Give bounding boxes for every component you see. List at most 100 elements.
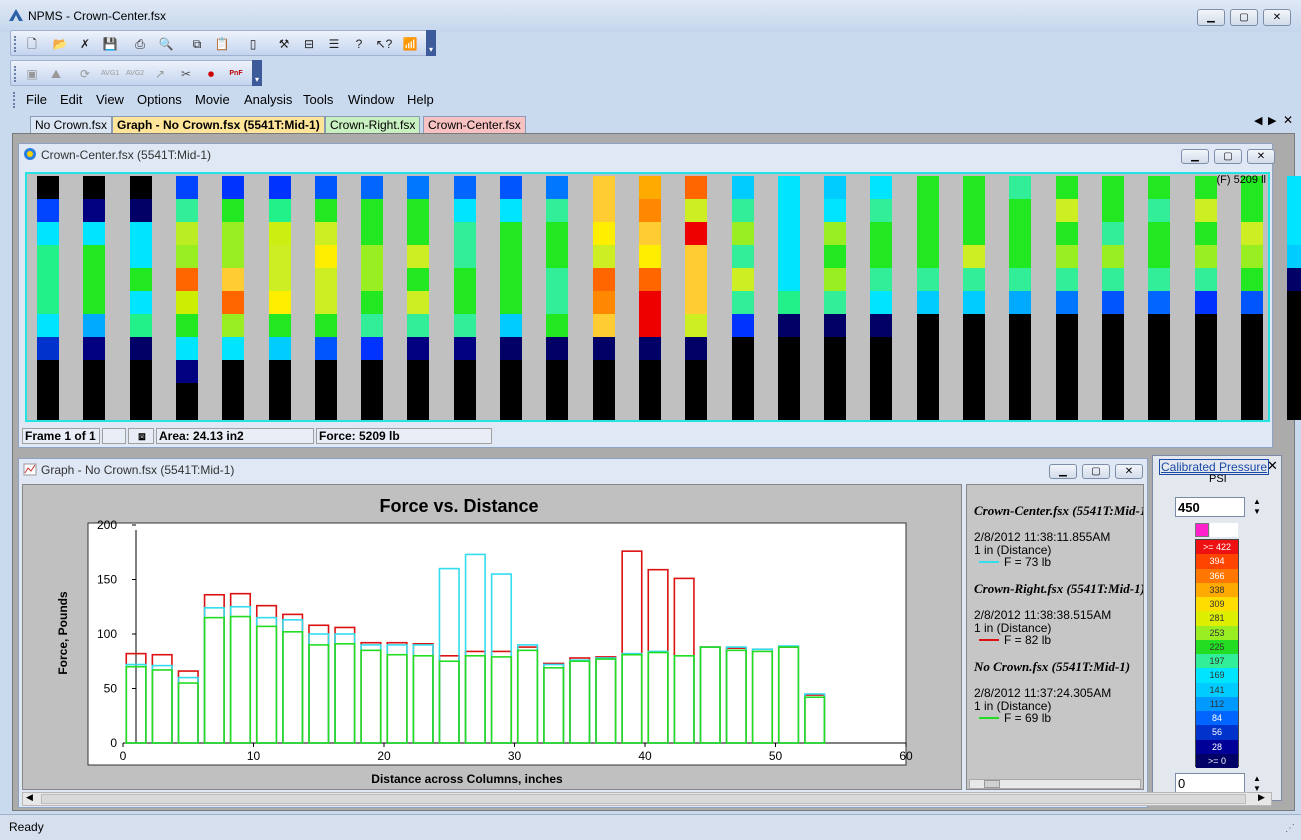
- scroll-left-icon[interactable]: ◀: [26, 792, 33, 802]
- scroll-thumb[interactable]: [41, 794, 1246, 804]
- heatmap-cell: [361, 314, 384, 337]
- heatmap-cell: [314, 245, 337, 268]
- heatmap-column: [1101, 174, 1124, 420]
- legend-unit: 1 in (Distance): [974, 699, 1052, 713]
- heatmap-cell: [1194, 314, 1217, 337]
- paste-icon[interactable]: 📋: [214, 37, 230, 51]
- legend-scrollbar[interactable]: [969, 779, 1141, 789]
- tab-graph-no-crown[interactable]: Graph - No Crown.fsx (5541T:Mid-1): [112, 116, 325, 134]
- record-icon[interactable]: ⏺: [207, 67, 214, 81]
- heatmap-cell: [731, 268, 754, 291]
- close-button[interactable]: ✕: [1263, 9, 1291, 26]
- scroll-right-icon[interactable]: ▶: [1258, 792, 1265, 802]
- minimize-button[interactable]: ▁: [1197, 9, 1225, 26]
- open-folder-icon[interactable]: 📂: [52, 37, 68, 51]
- pnf-icon[interactable]: PnF: [229, 70, 243, 77]
- max-spinner-icon[interactable]: ▲ ▼: [1253, 497, 1261, 516]
- menu-options[interactable]: Options: [137, 92, 182, 107]
- min-pressure-input[interactable]: [1175, 773, 1245, 793]
- tools-icon[interactable]: ✂: [180, 67, 192, 81]
- menu-view[interactable]: View: [96, 92, 124, 107]
- context-help-icon[interactable]: ↖?: [375, 37, 393, 51]
- frame-icon[interactable]: ▣: [26, 67, 38, 81]
- heatmap-cell: [870, 314, 893, 337]
- min-spinner-icon[interactable]: ▲ ▼: [1253, 774, 1261, 793]
- bar-no-crown: [751, 650, 774, 744]
- tab-scroll-left-icon[interactable]: ◀: [1254, 115, 1263, 127]
- camera-icon[interactable]: ⊟: [303, 37, 315, 51]
- avg1-icon[interactable]: AVG1: [101, 70, 120, 77]
- heatmap-cell: [129, 291, 152, 314]
- peak-icon[interactable]: ⛰: [50, 67, 62, 81]
- menu-edit[interactable]: Edit: [60, 92, 83, 107]
- menu-movie[interactable]: Movie: [195, 92, 230, 107]
- graph-minimize-button[interactable]: ▁: [1049, 464, 1077, 479]
- heatmap-cell: [83, 268, 106, 291]
- heatmap-cell: [222, 199, 245, 222]
- menu-tools[interactable]: Tools: [303, 92, 334, 107]
- main-toolbar: 🗋 📂 ✗ 💾 ⎙ 🔍 ⧉ 📋 ▯ ⚒ ⊟ ☰ ? ↖? 📶 ▾: [10, 30, 436, 56]
- maximize-button[interactable]: ▢: [1230, 9, 1258, 26]
- scale-band: 366: [1196, 568, 1238, 583]
- heatmap-column: [592, 174, 615, 420]
- max-pressure-input[interactable]: [1175, 497, 1245, 517]
- close-file-icon[interactable]: ✗: [79, 37, 91, 51]
- heatmap-cell: [1055, 383, 1078, 420]
- menu-window[interactable]: Window: [348, 92, 395, 107]
- tab-crown-right[interactable]: Crown-Right.fsx: [325, 116, 421, 134]
- print-icon[interactable]: ⎙: [135, 37, 145, 51]
- heatmap-cell: [1194, 337, 1217, 360]
- heatmap-cell: [916, 291, 939, 314]
- calibration-close-icon[interactable]: ✕: [1267, 458, 1278, 473]
- heatmap-minimize-button[interactable]: ▁: [1181, 149, 1209, 164]
- heatmap-cell: [685, 268, 708, 291]
- menu-file[interactable]: File: [26, 92, 47, 107]
- heatmap-cell: [175, 383, 198, 420]
- heatmap-maximize-button[interactable]: ▢: [1214, 149, 1242, 164]
- heatmap-cell: [175, 337, 198, 360]
- status-bar: Ready ⋰: [0, 814, 1301, 840]
- force-distance-chart[interactable]: Force vs. Distance Distance across Column…: [23, 485, 963, 791]
- heatmap-close-button[interactable]: ✕: [1247, 149, 1275, 164]
- heatmap-cell: [685, 176, 708, 199]
- tab-crown-center[interactable]: Crown-Center.fsx: [423, 116, 526, 134]
- heatmap-column: [963, 174, 985, 420]
- heatmap-cell: [1055, 268, 1078, 291]
- scan-icon[interactable]: ⚒: [278, 37, 290, 51]
- bar-no-crown: [516, 649, 539, 744]
- new-file-icon[interactable]: 🗋: [27, 37, 37, 51]
- resize-grip-icon[interactable]: ⋰: [1285, 823, 1295, 834]
- book-icon[interactable]: ☰: [328, 37, 340, 51]
- menu-bar: File Edit View Options Movie Analysis To…: [10, 90, 570, 110]
- graph-window-title: Graph - No Crown.fsx (5541T:Mid-1): [41, 463, 235, 477]
- legend-title-crown-right: Crown-Right.fsx (5541T:Mid-1): [974, 581, 1144, 596]
- graph-maximize-button[interactable]: ▢: [1082, 464, 1110, 479]
- pressure-heatmap[interactable]: (F) 5209 ll: [25, 172, 1301, 422]
- wireless-icon[interactable]: 📶: [402, 37, 418, 51]
- avg2-icon[interactable]: AVG2: [126, 70, 145, 77]
- tab-no-crown[interactable]: No Crown.fsx: [30, 116, 113, 134]
- menu-help[interactable]: Help: [407, 92, 434, 107]
- menu-analysis[interactable]: Analysis: [244, 92, 293, 107]
- save-icon[interactable]: 💾: [102, 37, 118, 51]
- sensor-icon[interactable]: ▯: [249, 37, 257, 51]
- heatmap-cell: [777, 245, 800, 268]
- graph-close-button[interactable]: ✕: [1115, 464, 1143, 479]
- help-icon[interactable]: ?: [355, 37, 363, 51]
- heatmap-cell: [314, 268, 337, 291]
- heatmap-cell: [1148, 199, 1171, 222]
- heatmap-cell: [1055, 314, 1078, 337]
- tab-close-icon[interactable]: ✕: [1283, 113, 1294, 127]
- trend-icon[interactable]: ↗: [154, 67, 166, 81]
- heatmap-cell: [83, 314, 106, 337]
- heatmap-cell: [222, 314, 245, 337]
- print-preview-icon[interactable]: 🔍: [158, 37, 174, 51]
- refresh-icon[interactable]: ⟳: [79, 67, 91, 81]
- toolbar2-overflow-icon[interactable]: ▾: [252, 60, 262, 86]
- copy-icon[interactable]: ⧉: [192, 37, 202, 51]
- frame-select-icon[interactable]: ⧈: [128, 428, 154, 444]
- mdi-horizontal-scrollbar[interactable]: ◀ ▶: [22, 792, 1272, 806]
- toolbar-overflow-icon[interactable]: ▾: [426, 30, 436, 56]
- tab-scroll-right-icon[interactable]: ▶: [1268, 115, 1277, 127]
- heatmap-cell: [546, 383, 569, 420]
